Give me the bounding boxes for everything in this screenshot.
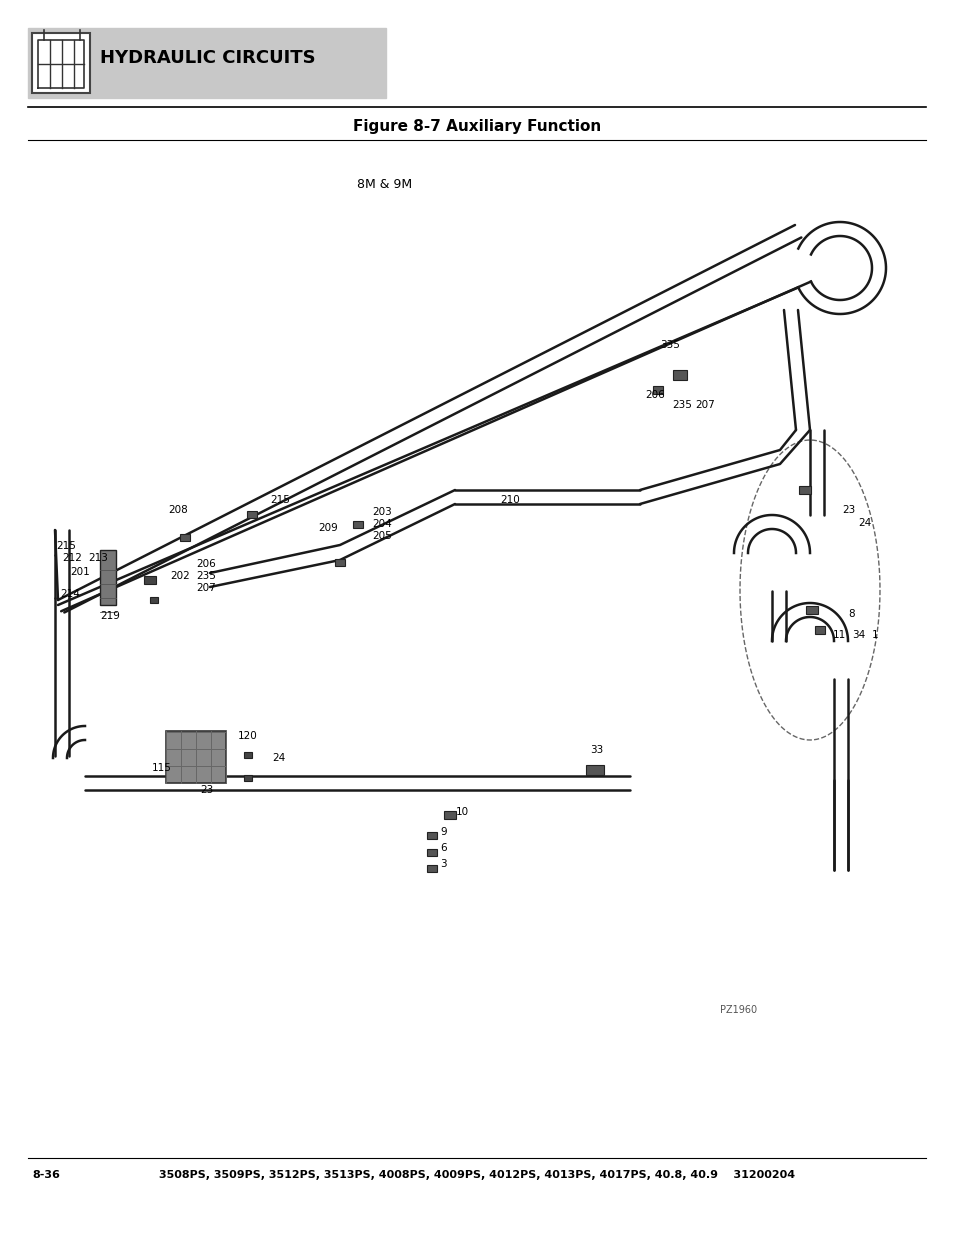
Text: 8-36: 8-36 — [32, 1170, 60, 1179]
Text: 335: 335 — [659, 340, 679, 350]
Text: 206: 206 — [644, 390, 664, 400]
Text: 6: 6 — [439, 844, 446, 853]
Text: 202: 202 — [170, 571, 190, 580]
Text: 3508PS, 3509PS, 3512PS, 3513PS, 4008PS, 4009PS, 4012PS, 4013PS, 4017PS, 40.8, 40: 3508PS, 3509PS, 3512PS, 3513PS, 4008PS, … — [159, 1170, 794, 1179]
Text: 34: 34 — [851, 630, 864, 640]
FancyBboxPatch shape — [150, 597, 158, 603]
FancyBboxPatch shape — [166, 731, 226, 783]
Text: 205: 205 — [372, 531, 392, 541]
FancyBboxPatch shape — [353, 520, 363, 527]
FancyBboxPatch shape — [180, 534, 190, 541]
FancyBboxPatch shape — [805, 606, 817, 614]
Text: 207: 207 — [195, 583, 215, 593]
FancyBboxPatch shape — [32, 33, 90, 93]
Text: 3: 3 — [439, 860, 446, 869]
Text: 204: 204 — [372, 519, 392, 529]
Text: 219: 219 — [100, 611, 120, 621]
Text: 201: 201 — [70, 567, 90, 577]
FancyBboxPatch shape — [443, 811, 456, 819]
FancyBboxPatch shape — [814, 626, 824, 634]
Text: 214: 214 — [60, 589, 80, 599]
Text: 209: 209 — [317, 522, 337, 534]
Text: 120: 120 — [237, 731, 257, 741]
FancyBboxPatch shape — [144, 576, 156, 584]
Text: 212: 212 — [62, 553, 82, 563]
Text: 213: 213 — [88, 553, 108, 563]
Text: 235: 235 — [195, 571, 215, 580]
Text: 235: 235 — [671, 400, 691, 410]
FancyBboxPatch shape — [335, 558, 345, 566]
FancyBboxPatch shape — [244, 776, 252, 781]
Text: 207: 207 — [695, 400, 714, 410]
FancyBboxPatch shape — [799, 487, 810, 494]
Text: 208: 208 — [168, 505, 188, 515]
FancyBboxPatch shape — [672, 370, 686, 380]
Text: 115: 115 — [152, 763, 172, 773]
FancyBboxPatch shape — [652, 387, 662, 394]
FancyBboxPatch shape — [244, 752, 252, 758]
Text: 203: 203 — [372, 508, 392, 517]
Text: 11: 11 — [832, 630, 845, 640]
Text: 215: 215 — [270, 495, 290, 505]
Text: 33: 33 — [589, 745, 602, 755]
Text: 9: 9 — [439, 827, 446, 837]
Text: PZ1960: PZ1960 — [720, 1005, 757, 1015]
FancyBboxPatch shape — [427, 848, 436, 856]
Text: 206: 206 — [195, 559, 215, 569]
FancyBboxPatch shape — [427, 831, 436, 839]
FancyBboxPatch shape — [28, 28, 386, 98]
Text: 1: 1 — [871, 630, 878, 640]
Text: 8: 8 — [847, 609, 854, 619]
FancyBboxPatch shape — [427, 864, 436, 872]
Text: 23: 23 — [841, 505, 854, 515]
Text: 215: 215 — [56, 541, 76, 551]
Text: 23: 23 — [200, 785, 213, 795]
Text: 210: 210 — [499, 495, 519, 505]
Text: 24: 24 — [857, 517, 870, 529]
FancyBboxPatch shape — [247, 510, 256, 517]
Text: 24: 24 — [272, 753, 285, 763]
Text: HYDRAULIC CIRCUITS: HYDRAULIC CIRCUITS — [100, 49, 315, 67]
FancyBboxPatch shape — [100, 550, 116, 605]
FancyBboxPatch shape — [585, 764, 603, 776]
Text: 10: 10 — [456, 806, 469, 818]
Text: 8M & 9M: 8M & 9M — [357, 179, 412, 191]
Text: Figure 8-7 Auxiliary Function: Figure 8-7 Auxiliary Function — [353, 120, 600, 135]
